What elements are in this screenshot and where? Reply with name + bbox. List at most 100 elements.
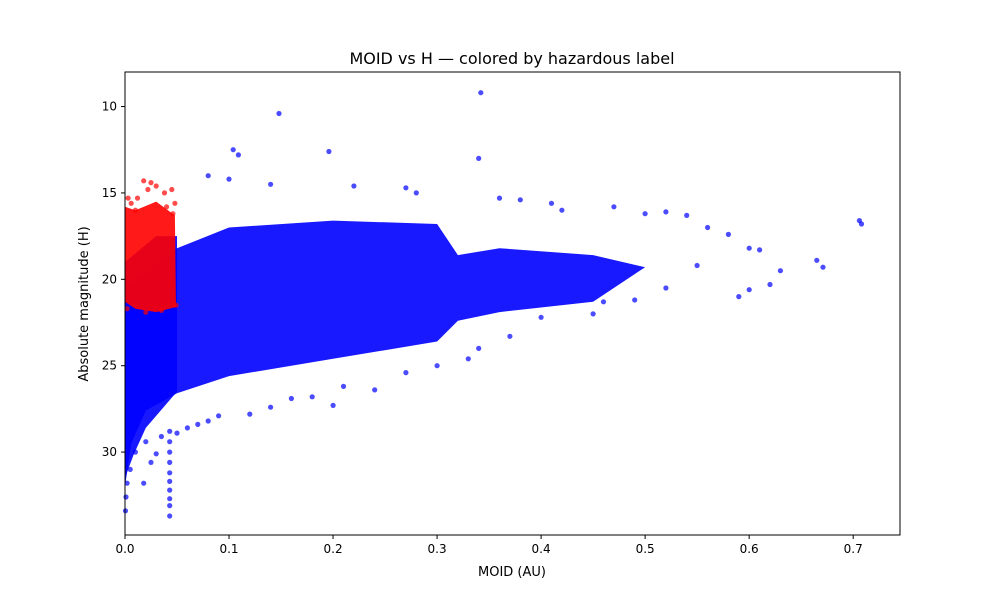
axes-frame — [124, 71, 901, 536]
scatter-point — [143, 439, 149, 445]
scatter-point — [642, 211, 648, 217]
x-tick-label: 0.6 — [740, 542, 759, 556]
scatter-point — [705, 224, 711, 231]
scatter-point — [611, 204, 617, 210]
y-axis-ticks: 10 15 20 25 30 — [102, 100, 125, 459]
scatter-point — [268, 404, 274, 410]
scatter-point — [814, 257, 820, 263]
x-tick-label: 0.4 — [532, 542, 551, 556]
scatter-point — [167, 428, 173, 434]
scatter-point — [757, 247, 763, 253]
scatter-point — [141, 480, 147, 486]
scatter-point — [413, 190, 419, 196]
scatter-point — [169, 186, 175, 193]
x-tick-label: 0.1 — [219, 542, 238, 556]
scatter-point — [465, 356, 471, 362]
scatter-point — [559, 207, 565, 213]
x-tick-label: 0.0 — [115, 542, 134, 556]
scatter-point — [132, 207, 138, 213]
scatter-point — [158, 433, 164, 440]
scatter-point — [161, 190, 168, 196]
scatter-points — [122, 90, 865, 519]
scatter-point — [158, 307, 164, 313]
scatter-point — [247, 411, 253, 417]
scatter-point — [434, 363, 440, 369]
scatter-point — [132, 449, 138, 455]
scatter-point — [167, 496, 173, 502]
scatter-point — [167, 487, 173, 493]
scatter-point — [167, 503, 173, 509]
scatter-point — [663, 285, 669, 291]
scatter-point — [124, 306, 130, 312]
scatter-point — [195, 421, 201, 427]
scatter-point — [590, 311, 596, 317]
scatter-point — [172, 200, 178, 206]
scatter-point — [507, 333, 513, 339]
chart-title: MOID vs H — colored by hazardous label — [349, 49, 674, 68]
scatter-point — [746, 287, 752, 293]
x-tick-label: 0.5 — [636, 542, 655, 556]
scatter-point — [476, 345, 482, 351]
scatter-point — [340, 383, 347, 389]
scatter-point — [326, 148, 332, 155]
plot-area — [122, 71, 901, 536]
scatter-point — [184, 425, 190, 431]
x-tick-label: 0.2 — [324, 542, 343, 556]
scatter-point — [125, 195, 131, 201]
scatter-point — [145, 186, 151, 193]
scatter-point — [548, 200, 555, 206]
scatter-point — [148, 459, 154, 465]
scatter-point — [148, 180, 154, 186]
scatter-point — [167, 449, 173, 455]
scatter-point — [372, 387, 378, 393]
scatter-point — [600, 299, 607, 305]
x-axis-label: MOID (AU) — [478, 565, 546, 580]
x-tick-label: 0.7 — [844, 542, 863, 556]
y-tick-label: 30 — [102, 445, 117, 459]
x-axis-ticks: 0.0 0.1 0.2 0.3 0.4 0.5 0.6 0.7 — [115, 535, 863, 556]
scatter-point — [216, 413, 222, 419]
y-tick-label: 15 — [102, 186, 117, 200]
y-tick-label: 10 — [102, 100, 117, 114]
scatter-point — [351, 183, 357, 189]
scatter-point — [736, 294, 742, 300]
scatter-point — [173, 302, 179, 308]
point-cloud — [125, 201, 176, 313]
scatter-point — [134, 195, 141, 201]
scatter-point — [128, 200, 134, 206]
scatter-point — [170, 211, 176, 217]
scatter-point — [309, 394, 315, 400]
scatter-point — [124, 480, 130, 486]
scatter-point — [230, 147, 236, 153]
scatter-point — [226, 176, 232, 182]
scatter-point — [403, 185, 409, 191]
scatter-point — [820, 264, 826, 270]
scatter-point — [205, 418, 211, 424]
scatter-point — [725, 231, 732, 237]
scatter-point — [632, 297, 638, 303]
scatter-point — [403, 370, 409, 376]
scatter-point — [123, 494, 129, 500]
scatter-point — [746, 245, 752, 251]
scatter-point — [276, 110, 282, 117]
scatter-point — [478, 90, 484, 96]
scatter-point — [777, 268, 784, 274]
y-tick-label: 20 — [102, 272, 117, 286]
scatter-point — [167, 513, 173, 519]
scatter-point — [141, 178, 147, 184]
scatter-point — [330, 402, 336, 408]
scatter-point — [127, 466, 133, 472]
scatter-point — [268, 181, 274, 187]
scatter-point — [164, 204, 170, 210]
scatter-point — [858, 221, 865, 227]
scatter-point — [288, 395, 294, 402]
scatter-point-clouds — [125, 201, 646, 487]
scatter-point — [174, 430, 180, 436]
point-cloud — [125, 220, 646, 487]
y-tick-label: 25 — [102, 359, 117, 373]
scatter-point — [167, 459, 173, 465]
scatter-point — [684, 212, 690, 218]
scatter-point — [205, 173, 211, 179]
scatter-point — [167, 478, 173, 484]
